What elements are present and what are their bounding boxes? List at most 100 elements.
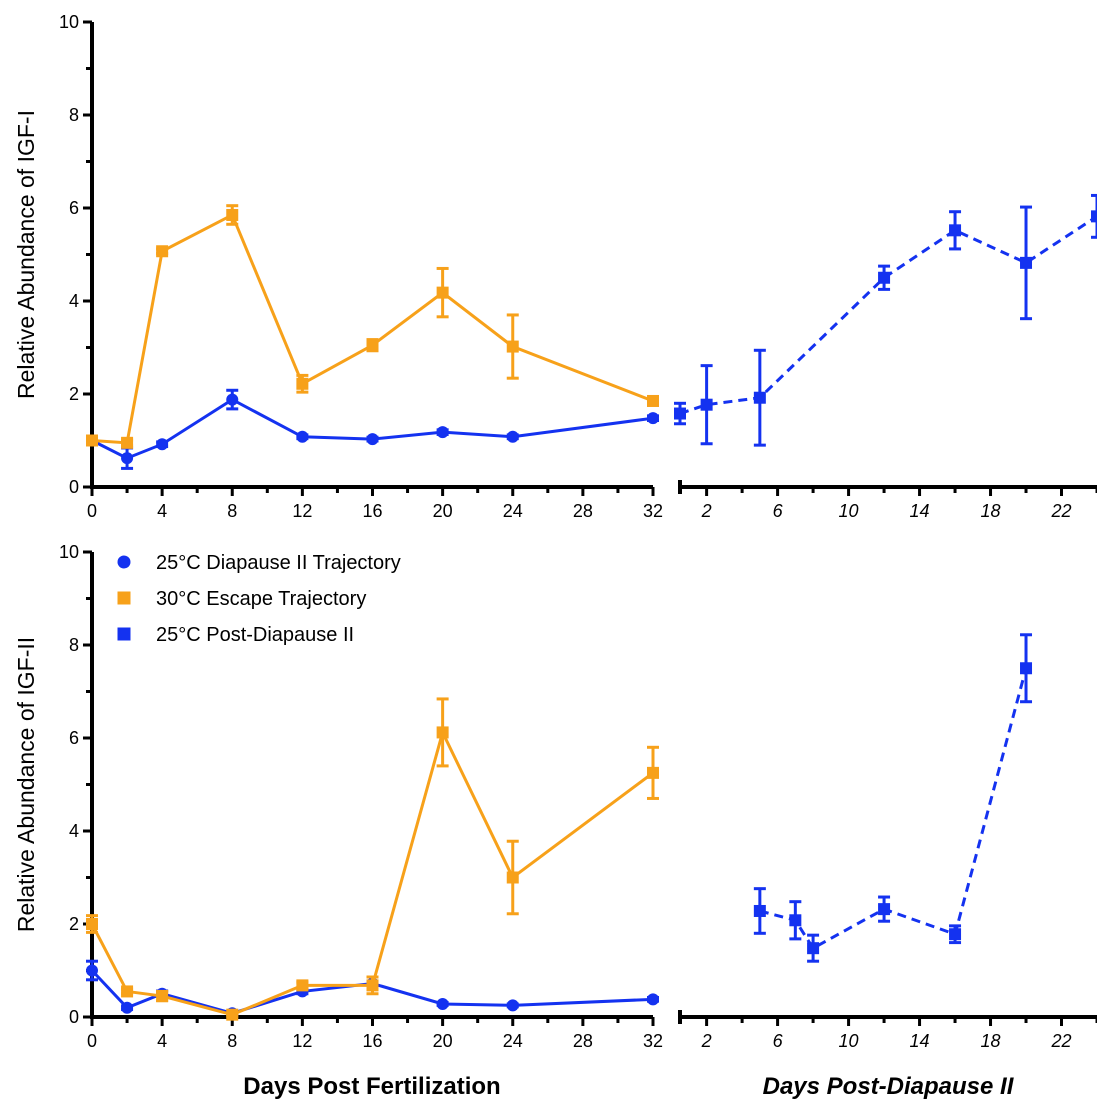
- series-line-escape: [90, 728, 654, 1017]
- x-tick-label-left: 24: [503, 1031, 523, 1051]
- data-point-diapause: [506, 999, 519, 1012]
- data-point-diapause: [436, 997, 449, 1010]
- data-point-post: [753, 904, 766, 917]
- x-tick-label-left: 12: [292, 1031, 312, 1051]
- legend-marker-circle: [117, 555, 131, 569]
- data-point-escape: [366, 979, 379, 992]
- x-tick-label-left: 12: [292, 501, 312, 521]
- x-axis-title-right: Days Post-Diapause II: [763, 1073, 1015, 1100]
- data-point-post: [789, 914, 802, 927]
- data-point-post: [1020, 256, 1033, 269]
- data-point-diapause: [506, 430, 519, 443]
- x-tick-label-left: 24: [503, 501, 523, 521]
- chart-legend: 25°C Diapause II Trajectory 30°C Escape T…: [117, 552, 401, 646]
- y-tick-label: 0: [69, 1007, 79, 1027]
- data-point-escape: [647, 766, 659, 779]
- series-line-escape: [91, 212, 654, 445]
- x-tick-label-left: 20: [433, 1031, 453, 1051]
- x-tick-label-right: 14: [910, 501, 930, 521]
- x-tick-label-left: 16: [362, 1031, 382, 1051]
- data-point-escape: [156, 245, 169, 258]
- y-tick-label: 8: [69, 635, 79, 655]
- x-tick-label-right: 18: [981, 1031, 1001, 1051]
- data-point-diapause: [226, 393, 239, 406]
- x-tick-label-right: 6: [773, 1031, 784, 1051]
- data-point-post: [700, 398, 713, 411]
- data-point-escape: [366, 339, 379, 352]
- y-tick-label: 2: [69, 384, 79, 404]
- x-tick-label-left: 16: [362, 501, 382, 521]
- data-point-post: [878, 903, 891, 916]
- x-tick-label-left: 4: [157, 501, 167, 521]
- x-tick-label-right: 10: [839, 501, 859, 521]
- x-tick-label-right: 10: [839, 1031, 859, 1051]
- data-point-escape: [506, 340, 519, 353]
- x-tick-label-left: 4: [157, 1031, 167, 1051]
- y-tick-label: 6: [69, 198, 79, 218]
- data-point-diapause: [86, 964, 98, 977]
- data-point-escape: [121, 436, 134, 449]
- data-point-post: [674, 407, 686, 420]
- y-tick-label: 2: [69, 914, 79, 934]
- x-tick-label-left: 8: [227, 501, 237, 521]
- data-point-diapause: [366, 433, 379, 446]
- data-point-post: [1020, 662, 1033, 675]
- data-point-escape: [226, 208, 239, 221]
- data-point-diapause: [156, 438, 169, 451]
- data-point-diapause: [121, 452, 134, 465]
- x-tick-label-left: 20: [433, 501, 453, 521]
- x-tick-label-left: 32: [643, 501, 663, 521]
- x-tick-label-right: 2: [701, 501, 712, 521]
- data-point-diapause: [647, 412, 659, 425]
- data-point-post: [949, 224, 962, 237]
- data-point-escape: [226, 1008, 239, 1021]
- y-tick-label: 8: [69, 105, 79, 125]
- series-line-diapause: [91, 397, 654, 460]
- x-tick-label-right: 22: [1050, 1031, 1071, 1051]
- x-tick-label-left: 28: [573, 1031, 593, 1051]
- y-tick-label: 4: [69, 821, 79, 841]
- data-point-escape: [436, 726, 449, 739]
- x-tick-label-left: 28: [573, 501, 593, 521]
- data-point-escape: [156, 990, 169, 1003]
- legend-marker-square: [117, 591, 131, 605]
- data-point-diapause: [121, 1001, 134, 1014]
- y-axis-label: Relative Abundance of IGF-II: [13, 637, 39, 932]
- x-axis-title-left: Days Post Fertilization: [243, 1073, 500, 1100]
- x-tick-label-right: 22: [1050, 501, 1071, 521]
- data-point-diapause: [647, 993, 659, 1006]
- x-tick-label-right: 14: [910, 1031, 930, 1051]
- x-tick-label-right: 6: [773, 501, 784, 521]
- legend-label: 25°C Post-Diapause II: [156, 624, 354, 646]
- x-tick-label-left: 0: [87, 1031, 97, 1051]
- y-tick-label: 10: [59, 542, 79, 562]
- legend-marker-square: [117, 627, 131, 641]
- y-tick-label: 6: [69, 728, 79, 748]
- data-point-escape: [86, 918, 98, 930]
- y-tick-label: 4: [69, 291, 79, 311]
- data-point-escape: [436, 286, 449, 299]
- y-tick-label: 10: [59, 12, 79, 32]
- data-point-escape: [296, 377, 309, 390]
- x-tick-label-left: 0: [87, 501, 97, 521]
- data-point-escape: [86, 434, 98, 447]
- data-point-escape: [296, 979, 309, 992]
- data-point-post: [807, 942, 820, 955]
- x-tick-label-right: 18: [981, 501, 1001, 521]
- data-point-post: [753, 391, 766, 404]
- data-point-post: [949, 928, 962, 941]
- series-line-post: [759, 667, 1028, 951]
- x-tick-label-right: 2: [701, 1031, 712, 1051]
- series-line-post: [679, 215, 1097, 415]
- x-tick-label-left: 8: [227, 1031, 237, 1051]
- data-point-escape: [647, 394, 659, 407]
- data-point-diapause: [296, 430, 309, 443]
- data-point-post: [1091, 210, 1097, 223]
- data-point-escape: [121, 985, 134, 998]
- y-axis-label: Relative Abundance of IGF-I: [13, 110, 39, 399]
- data-point-escape: [506, 871, 519, 884]
